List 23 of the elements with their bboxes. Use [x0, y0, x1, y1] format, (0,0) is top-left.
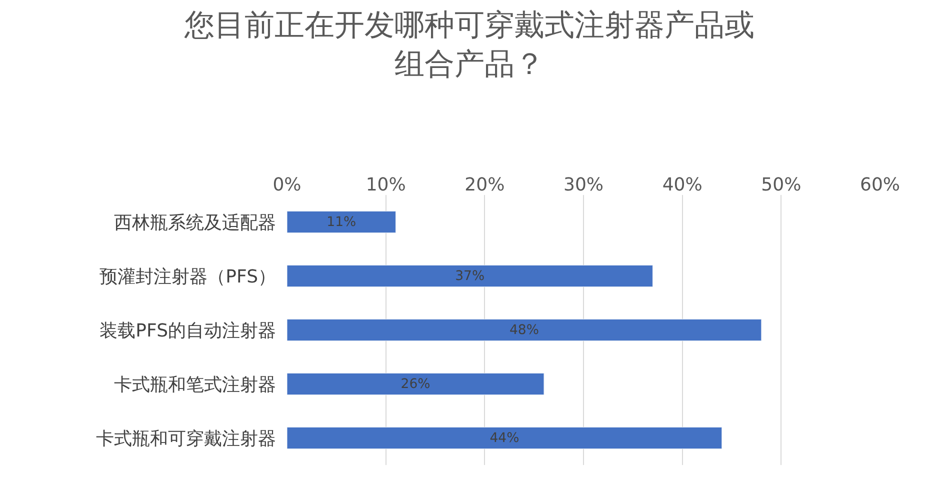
- x-tick-label: 50%: [761, 174, 802, 196]
- x-tick-label: 10%: [366, 174, 406, 196]
- bar: [287, 210, 396, 234]
- data-label: 44%: [490, 430, 520, 446]
- bar: [287, 426, 722, 450]
- x-tick-label: 20%: [464, 174, 505, 196]
- data-label: 48%: [509, 322, 539, 338]
- y-tick-label: 装载PFS的自动注射器: [100, 320, 276, 342]
- x-tick-label: 40%: [662, 174, 702, 196]
- y-tick-label: 西林瓶系统及适配器: [114, 212, 276, 234]
- bar: [287, 372, 544, 396]
- y-tick-label: 卡式瓶和可穿戴注射器: [96, 428, 276, 450]
- chart-title: 您目前正在开发哪种可穿戴式注射器产品或组合产品？: [184, 8, 754, 82]
- bar: [287, 318, 762, 342]
- y-tick-label: 预灌封注射器（PFS）: [100, 266, 276, 288]
- bar: [287, 264, 653, 288]
- data-label: 37%: [455, 268, 485, 284]
- data-label: 26%: [400, 376, 430, 392]
- x-tick-label: 60%: [860, 174, 900, 196]
- x-tick-label: 30%: [563, 174, 604, 196]
- y-tick-label: 卡式瓶和笔式注射器: [114, 374, 276, 396]
- x-tick-label: 0%: [272, 174, 302, 196]
- data-label: 11%: [326, 214, 356, 230]
